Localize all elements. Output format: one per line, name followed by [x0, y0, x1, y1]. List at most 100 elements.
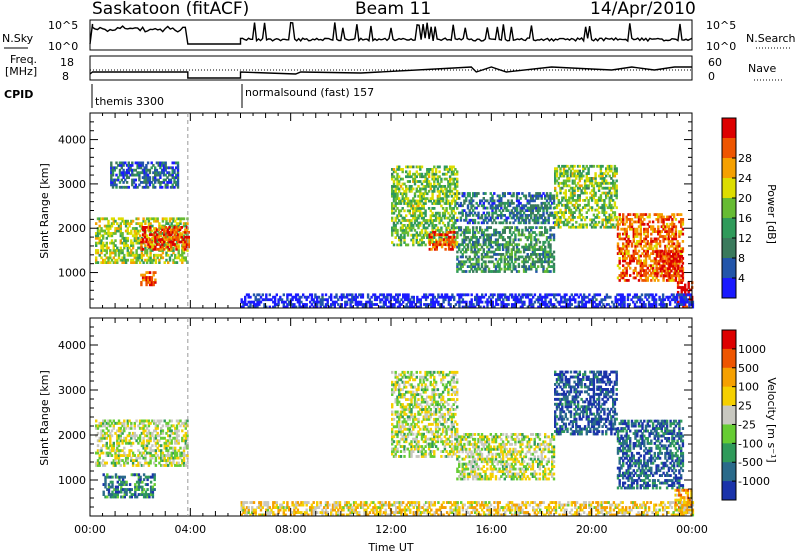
echo-cell-r9 — [667, 279, 671, 282]
echo-cell-r4 — [413, 228, 417, 232]
echo-cell-r4 — [445, 202, 448, 205]
echo-cell-r1 — [175, 245, 178, 249]
echo-cell-r0 — [124, 261, 128, 264]
echo-cell-r4 — [398, 182, 401, 186]
echo-cell-r4 — [392, 189, 396, 193]
echo-cell-r9 — [678, 261, 681, 265]
echo-cell-r6 — [503, 262, 506, 266]
echo-cell-r12 — [359, 300, 363, 304]
echo-cell-r12 — [251, 300, 254, 304]
echo-cell-r1 — [164, 226, 168, 229]
echo-cell-r8 — [599, 174, 603, 178]
echo-cell-r1 — [168, 226, 171, 229]
echo-cell-r3 — [166, 183, 169, 187]
echo-cell-r6 — [458, 243, 461, 247]
echo-cell-r12 — [300, 305, 303, 309]
freq-unit: [MHz] — [5, 65, 37, 78]
echo-cell-r12 — [503, 303, 507, 306]
echo-cell-r8 — [592, 191, 596, 195]
echo-cell-r4 — [398, 180, 401, 183]
echo-cell-r0 — [138, 246, 142, 250]
echo-cell-r6 — [545, 231, 549, 234]
echo-cell-r9 — [641, 279, 644, 282]
echo-cell-r12 — [272, 300, 275, 304]
echo-cell-r4 — [408, 175, 411, 179]
echo-cell-r4 — [405, 165, 408, 169]
echo-cell-r7 — [538, 209, 542, 212]
echo-cell-r12 — [602, 303, 605, 306]
echo-cell-r9 — [671, 218, 674, 221]
echo-cell-r6 — [489, 240, 492, 244]
echo-cell-r9 — [655, 264, 658, 268]
echo-cell-r4 — [452, 207, 455, 210]
echo-cell-r3 — [145, 166, 148, 170]
echo-cell-r9 — [669, 244, 672, 248]
echo-cell-r12 — [604, 305, 607, 309]
echo-cell-r8 — [603, 199, 606, 202]
echo-cell-r12 — [291, 303, 294, 306]
echo-cell-r12 — [644, 293, 647, 297]
echo-cell-r12 — [544, 305, 547, 309]
echo-cell-r7 — [489, 197, 492, 200]
echo-cell-r12 — [621, 303, 624, 306]
echo-cell-r8 — [568, 216, 571, 219]
echo-cell-r7 — [482, 192, 485, 195]
echo-cell-r9 — [632, 254, 635, 258]
echo-cell-r8 — [597, 164, 601, 168]
echo-cell-r12 — [426, 295, 429, 299]
echo-cell-r3 — [145, 171, 148, 175]
echo-cell-r1 — [184, 235, 187, 239]
echo-cell-r1 — [166, 228, 169, 232]
echo-cell-r8 — [562, 191, 566, 195]
echo-cell-r6 — [521, 233, 524, 237]
cpid-segment-2: normalsound (fast) 157 — [245, 86, 374, 99]
echo-cell-r8 — [613, 167, 617, 171]
echo-cell-r1 — [148, 226, 152, 229]
echo-cell-r8 — [569, 213, 573, 217]
echo-cell-r0 — [175, 261, 179, 264]
echo-cell-r8 — [615, 169, 618, 173]
echo-cell-r12 — [286, 305, 289, 309]
echo-cell-r4 — [431, 221, 434, 225]
echo-cell-r8 — [580, 189, 583, 192]
echo-cell-r12 — [549, 300, 552, 304]
echo-cell-r8 — [580, 184, 583, 188]
echo-cell-r4 — [440, 180, 443, 183]
echo-cell-r4 — [392, 226, 396, 230]
echo-cell-r6 — [552, 257, 556, 261]
echo-cell-r10 — [668, 267, 671, 270]
echo-cell-r6 — [524, 228, 528, 232]
echo-cell-r9 — [641, 269, 644, 272]
echo-cell-r7 — [496, 199, 499, 203]
echo-cell-r1 — [145, 226, 148, 229]
echo-cell-r4 — [433, 219, 436, 222]
echo-cell-r4 — [422, 194, 425, 198]
echo-cell-r10 — [671, 267, 675, 270]
echo-cell-r12 — [300, 300, 303, 304]
echo-cell-r12 — [344, 295, 347, 299]
echo-cell-r7 — [542, 214, 545, 217]
echo-cell-r4 — [392, 180, 396, 183]
echo-cell-r9 — [634, 230, 637, 233]
echo-cell-r7 — [528, 221, 531, 225]
echo-cell-r8 — [601, 177, 604, 180]
echo-cell-r3 — [154, 181, 157, 184]
echo-cell-r7 — [519, 209, 522, 212]
echo-cell-r9 — [655, 242, 658, 246]
echo-cell-r12 — [444, 298, 447, 302]
echo-cell-r6 — [500, 233, 503, 237]
echo-cell-r4 — [398, 236, 401, 239]
echo-cell-r6 — [486, 250, 489, 254]
echo-cell-r6 — [522, 257, 526, 261]
echo-cell-r12 — [440, 303, 444, 306]
echo-cell-r12 — [416, 298, 419, 302]
echo-cell-r8 — [603, 181, 606, 185]
echo-cell-r0 — [114, 227, 117, 230]
echo-cell-r8 — [554, 211, 557, 214]
echo-cell-r4 — [426, 177, 429, 181]
echo-cell-r9 — [620, 237, 623, 241]
echo-cell-r7 — [470, 199, 473, 203]
nave-tick-top: 60 — [708, 56, 722, 69]
echo-cell-r12 — [416, 295, 419, 299]
echo-cell-r12 — [465, 300, 468, 304]
